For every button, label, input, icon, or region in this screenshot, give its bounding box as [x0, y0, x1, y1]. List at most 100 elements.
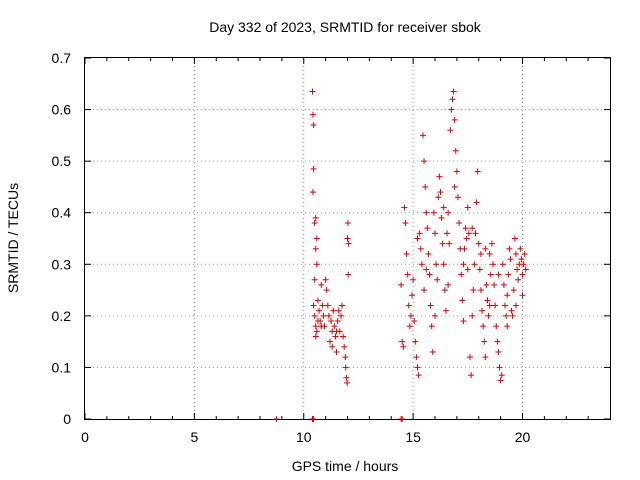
data-point	[448, 106, 455, 113]
data-point	[407, 312, 414, 319]
data-point	[410, 276, 417, 283]
data-point	[311, 312, 318, 319]
data-point	[428, 323, 435, 330]
data-point	[470, 287, 477, 294]
data-points	[273, 88, 529, 422]
data-point	[423, 209, 430, 216]
data-point	[480, 323, 487, 330]
data-point	[417, 245, 424, 252]
data-point	[343, 374, 350, 381]
data-point	[477, 287, 484, 294]
data-point	[322, 276, 329, 283]
data-point	[479, 307, 486, 314]
data-point	[312, 214, 319, 221]
data-point	[484, 297, 491, 304]
data-point	[313, 328, 320, 335]
y-tick-label: 0	[63, 411, 71, 427]
data-point	[487, 271, 494, 278]
data-point	[502, 302, 508, 309]
data-point	[477, 250, 484, 257]
data-point	[441, 287, 448, 294]
data-point	[314, 318, 321, 325]
data-point	[341, 343, 348, 350]
data-point	[451, 183, 458, 190]
data-point	[339, 302, 346, 309]
data-point	[344, 379, 351, 386]
data-point	[503, 312, 510, 319]
data-point	[471, 261, 478, 268]
data-point	[514, 266, 521, 273]
plot-frame	[84, 57, 611, 420]
data-point	[450, 88, 457, 95]
data-point	[511, 235, 518, 242]
data-point	[438, 214, 445, 221]
data-point	[475, 240, 482, 247]
data-point	[453, 168, 460, 175]
y-axis-label: SRMTID / TECUs	[5, 183, 21, 293]
data-point	[472, 230, 479, 237]
data-point	[319, 302, 326, 309]
data-point	[468, 372, 475, 379]
data-point	[399, 338, 406, 345]
data-point	[329, 343, 336, 350]
data-point	[423, 266, 430, 273]
data-point	[465, 230, 472, 237]
data-point	[504, 323, 511, 330]
y-tick-label: 0.7	[52, 50, 72, 66]
axis-ticks	[84, 57, 610, 420]
data-point	[311, 220, 318, 227]
data-point	[310, 302, 317, 309]
data-point	[310, 165, 317, 172]
data-point	[500, 281, 507, 288]
data-point	[344, 235, 351, 242]
data-point	[312, 323, 319, 330]
data-point	[458, 271, 465, 278]
y-tick-label: 0.4	[52, 205, 72, 221]
data-point	[402, 220, 409, 227]
data-point	[495, 271, 502, 278]
data-point	[312, 333, 319, 340]
data-point	[463, 235, 470, 242]
data-point	[460, 318, 467, 325]
data-point	[440, 204, 447, 211]
data-point	[328, 318, 335, 325]
data-point	[494, 338, 501, 345]
data-point	[481, 338, 488, 345]
data-point	[342, 364, 349, 371]
data-point	[488, 240, 495, 247]
data-point	[325, 312, 332, 319]
data-point	[309, 111, 316, 118]
y-tick-label: 0.1	[52, 359, 72, 375]
data-point	[454, 194, 461, 201]
data-point	[273, 416, 280, 422]
data-point	[412, 338, 419, 345]
data-point	[520, 261, 527, 268]
chart-title: Day 332 of 2023, SRMTID for receiver sbo…	[209, 19, 482, 35]
data-point	[340, 333, 347, 340]
data-point	[497, 377, 504, 384]
data-point	[334, 318, 341, 325]
data-point	[467, 354, 473, 361]
data-point	[344, 220, 351, 227]
data-point	[519, 271, 526, 278]
data-point	[331, 323, 338, 330]
data-point	[515, 276, 522, 283]
data-point	[318, 323, 325, 330]
data-point	[429, 348, 436, 355]
data-point	[345, 271, 352, 278]
data-point	[415, 372, 422, 379]
data-point	[416, 230, 423, 237]
data-point	[309, 88, 316, 95]
data-point	[314, 297, 321, 304]
data-point	[332, 333, 339, 340]
data-point	[485, 312, 492, 319]
data-point	[476, 266, 483, 273]
data-point	[433, 261, 440, 268]
x-tick-labels: 0 5 10 15 20	[81, 429, 530, 445]
data-point	[462, 225, 469, 232]
data-point	[419, 132, 426, 139]
data-point	[464, 266, 471, 273]
data-point	[460, 261, 467, 268]
data-point	[447, 127, 454, 134]
